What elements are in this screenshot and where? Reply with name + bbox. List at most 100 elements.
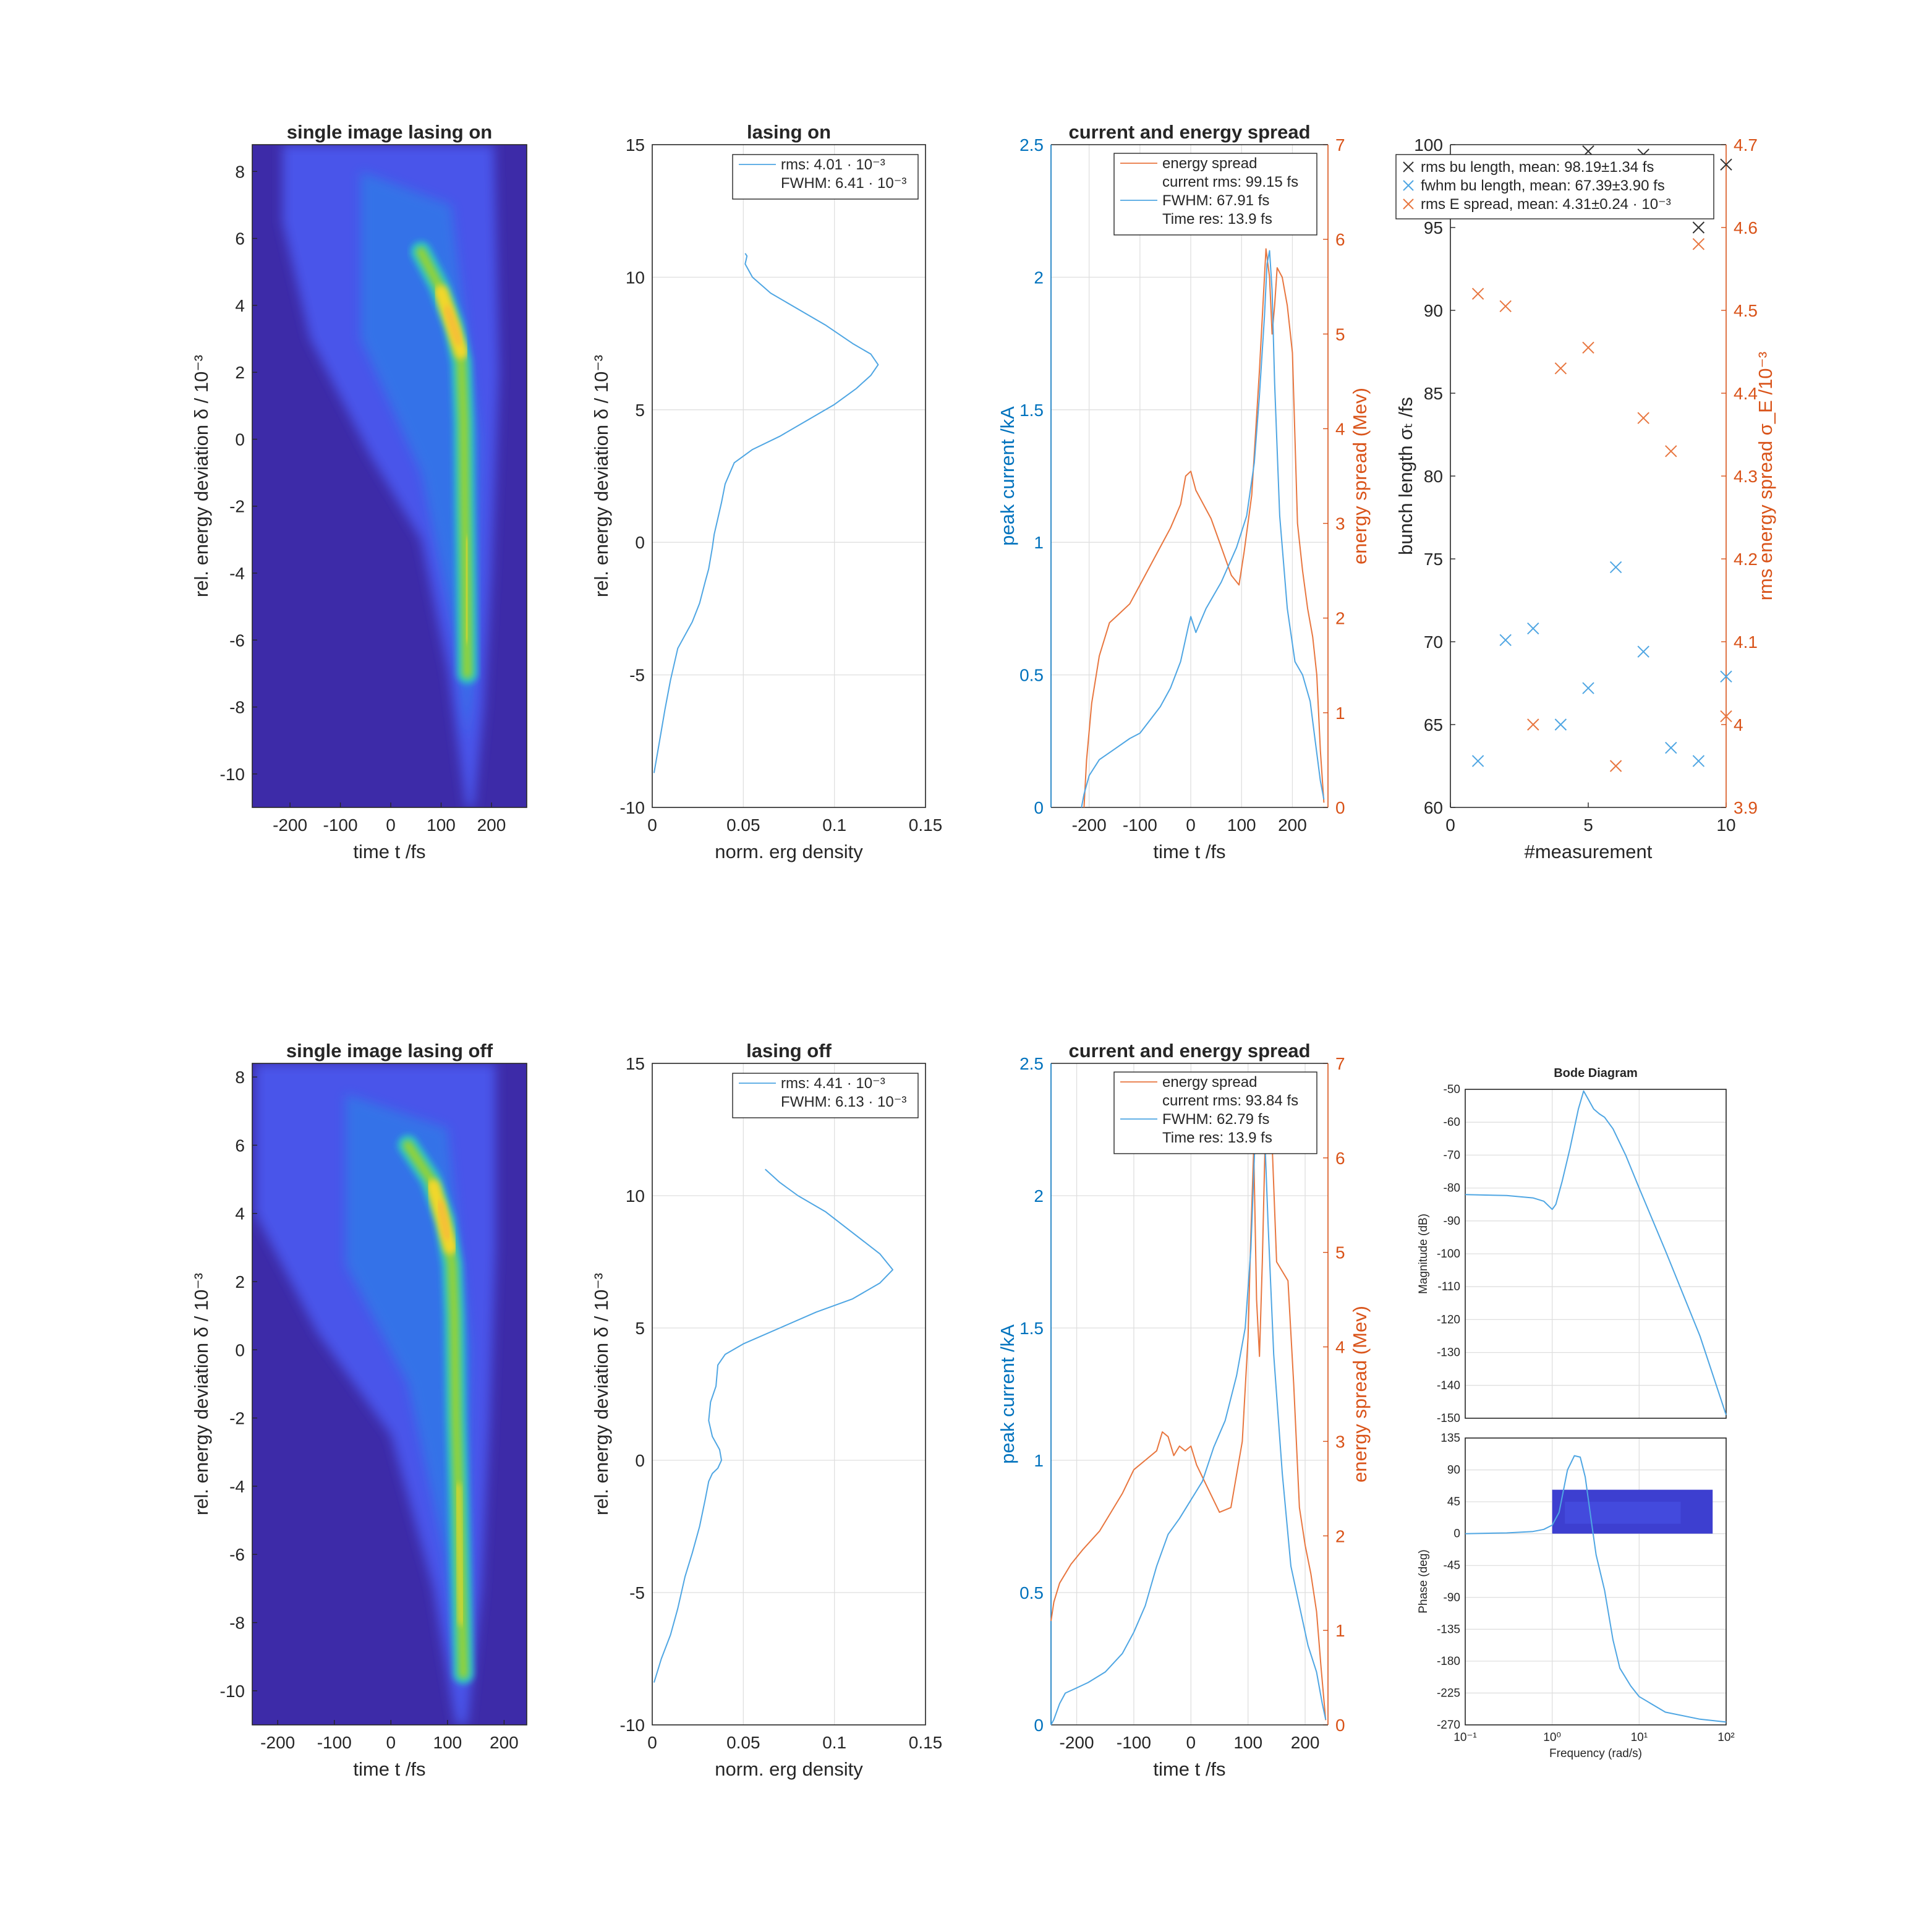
y-right-tick-label: 6 [1335, 1149, 1345, 1168]
phase-tick-label: -45 [1444, 1559, 1460, 1572]
y-tick-label: 8 [235, 1068, 245, 1087]
rms-e-spread-marker [1582, 341, 1594, 354]
legend-entry: fwhm bu length, mean: 67.39±3.90 fs [1421, 177, 1665, 194]
magnitude-axis-label: Magnitude (dB) [1417, 1214, 1430, 1294]
y-right-tick-label: 6 [1335, 230, 1345, 249]
y-left-tick-label: 95 [1424, 218, 1443, 237]
y-left-tick-label: 60 [1424, 798, 1443, 817]
phase-tick-label: 135 [1440, 1432, 1460, 1445]
y-left-tick-label: 2 [1034, 268, 1044, 287]
y-right-tick-label: 3.9 [1734, 798, 1758, 817]
y-left-tick-label: 70 [1424, 632, 1443, 652]
x-tick-label: -100 [323, 815, 358, 835]
magnitude-tick-label: -70 [1444, 1149, 1460, 1162]
y-left-axis-label: peak current /kA [997, 1324, 1018, 1464]
x-axis-label: time t /fs [353, 1758, 425, 1780]
fwhm-bu-length-marker [1527, 622, 1539, 635]
phase-tick-label: 45 [1447, 1496, 1460, 1509]
magnitude-tick-label: -110 [1437, 1280, 1460, 1293]
legend-entry: energy spread [1162, 155, 1257, 172]
y-axis-label: rel. energy deviation δ / 10⁻³ [590, 1273, 612, 1515]
y-left-tick-label: 0.5 [1019, 1583, 1044, 1602]
heatmap-frame [252, 1063, 527, 1726]
x-tick-label: 200 [1278, 815, 1307, 835]
y-tick-label: 10 [626, 268, 645, 287]
x-tick-label: 100 [433, 1733, 462, 1752]
y-tick-label: 6 [235, 1136, 245, 1155]
heatmap-lower-core [454, 1483, 465, 1626]
y-axis-label: rel. energy deviation δ / 10⁻³ [190, 1273, 212, 1515]
fwhm-bu-length-marker [1582, 682, 1594, 694]
rms-e-spread-marker [1720, 710, 1732, 723]
y-tick-label: -4 [229, 564, 245, 583]
y-tick-label: 0 [235, 430, 245, 449]
x-tick-label: 0 [386, 1733, 396, 1752]
y-tick-label: -5 [629, 1583, 645, 1602]
legend-box [1395, 154, 1714, 219]
y-right-axis-label: energy spread (Mev) [1349, 388, 1371, 564]
bode-title: Bode Diagram [1554, 1066, 1638, 1080]
legend-marker [1403, 180, 1414, 191]
axes-frame [652, 144, 926, 808]
phase-tick-label: -270 [1437, 1719, 1460, 1732]
x-tick-label: 0.05 [726, 1733, 760, 1752]
y-tick-label: 2 [235, 363, 245, 382]
y-right-tick-label: 0 [1335, 1716, 1345, 1735]
y-tick-label: 2 [235, 1272, 245, 1292]
y-right-tick-label: 4.4 [1734, 384, 1758, 403]
x-tick-label: 0 [647, 815, 657, 835]
y-right-tick-label: 5 [1335, 325, 1345, 344]
phase-tick-label: 90 [1447, 1464, 1460, 1477]
legend-entry: rms: 4.01 · 10⁻³ [781, 156, 885, 173]
x-axis-label: time t /fs [353, 841, 425, 862]
magnitude-line [1465, 1090, 1727, 1416]
panel-title: current and energy spread [1068, 1040, 1310, 1062]
y-right-tick-label: 7 [1335, 135, 1345, 155]
fwhm-bu-length-marker [1499, 634, 1512, 647]
x-tick-label: 5 [1583, 815, 1593, 835]
y-right-tick-label: 1 [1335, 704, 1345, 723]
magnitude-tick-label: -60 [1444, 1116, 1460, 1129]
legend-entry: current rms: 93.84 fs [1162, 1092, 1298, 1109]
y-left-tick-label: 0 [1034, 1716, 1044, 1735]
profile-line [653, 253, 879, 773]
magnitude-tick-label: -120 [1437, 1313, 1460, 1326]
x-tick-label: -200 [1072, 815, 1107, 835]
heat-off-heatmap [252, 1063, 527, 1725]
x-tick-label: 0.05 [726, 815, 760, 835]
y-left-tick-label: 0 [1034, 798, 1044, 817]
y-tick-label: 5 [635, 401, 645, 420]
phase-frame [1465, 1437, 1727, 1726]
y-tick-label: -6 [229, 631, 245, 650]
fwhm-bu-length-marker [1609, 561, 1622, 574]
panel-title: single image lasing off [286, 1040, 493, 1062]
phase-inset-shade [1565, 1502, 1681, 1524]
legend-entry: Time res: 13.9 fs [1162, 211, 1272, 228]
y-right-tick-label: 2 [1335, 609, 1345, 628]
x-tick-label: -100 [1123, 815, 1157, 835]
x-tick-label: 10⁻¹ [1453, 1731, 1477, 1744]
magnitude-tick-label: -80 [1444, 1182, 1460, 1195]
x-tick-label: 0 [386, 815, 396, 835]
y-left-tick-label: 0.5 [1019, 666, 1044, 685]
phase-axis-label: Phase (deg) [1417, 1549, 1430, 1614]
x-tick-label: 0 [647, 1733, 657, 1752]
y-left-tick-label: 1 [1034, 1451, 1044, 1470]
phase-tick-label: -225 [1437, 1687, 1460, 1700]
heatmap-core-peak [444, 305, 462, 346]
y-left-tick-label: 2.5 [1019, 1054, 1044, 1073]
current-line [1050, 1076, 1327, 1726]
heatmap-core-peak [436, 1200, 451, 1241]
rms-bu-length-marker [1692, 221, 1705, 234]
y-right-tick-label: 4.7 [1734, 135, 1758, 155]
y-left-tick-label: 100 [1414, 135, 1443, 155]
phase-tick-label: -90 [1444, 1591, 1460, 1604]
y-left-tick-label: 1.5 [1019, 401, 1044, 420]
panel-title: single image lasing on [287, 121, 492, 143]
phase-tick-label: -180 [1437, 1655, 1460, 1668]
x-tick-label: -100 [317, 1733, 352, 1752]
panel-title: lasing off [746, 1040, 832, 1062]
fwhm-bu-length-marker [1554, 718, 1567, 731]
